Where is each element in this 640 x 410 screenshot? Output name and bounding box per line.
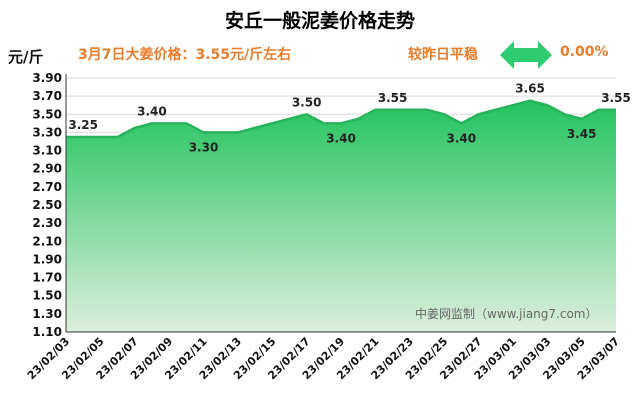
chart-title: 安丘一般泥姜价格走势 — [224, 10, 415, 32]
data-label: 3.40 — [326, 131, 356, 145]
data-label: 3.25 — [68, 118, 98, 132]
y-tick-label: 2.30 — [32, 216, 62, 230]
y-tick-label: 3.10 — [32, 144, 62, 158]
data-label: 3.40 — [137, 104, 167, 118]
data-labels: 3.25 3.40 3.30 3.50 3.40 3.55 3.40 3.65 3.45 3.55 — [68, 82, 630, 155]
data-label: 3.40 — [447, 131, 477, 145]
data-label: 3.45 — [567, 127, 597, 141]
y-tick-label: 2.90 — [32, 162, 62, 176]
y-tick-label: 1.70 — [32, 271, 62, 285]
y-tick-label: 3.50 — [32, 107, 62, 121]
area-layer — [66, 99, 616, 332]
price-area — [66, 100, 616, 332]
y-tick-label: 2.50 — [32, 198, 62, 212]
data-label: 3.55 — [378, 91, 408, 105]
y-tick-label: 3.90 — [32, 71, 62, 85]
y-tick-label: 2.70 — [32, 180, 62, 194]
data-label: 3.50 — [292, 95, 322, 109]
y-tick-label: 2.10 — [32, 234, 62, 248]
y-tick-label: 1.10 — [32, 325, 62, 339]
y-axis-unit: 元/斤 — [8, 48, 44, 66]
x-axis-ticks: 23/02/0323/02/0523/02/0723/02/0923/02/11… — [25, 335, 622, 382]
price-line — [66, 99, 616, 139]
watermark: 中姜网监制（www.jiang7.com） — [415, 306, 597, 321]
y-tick-label: 1.50 — [32, 289, 62, 303]
axes — [65, 74, 616, 333]
price-note: 3月7日大姜价格：3.55元/斤左右 — [78, 47, 292, 63]
data-label: 3.65 — [515, 82, 545, 96]
y-tick-label: 1.30 — [32, 307, 62, 321]
compare-label: 较昨日平稳 — [408, 47, 478, 63]
y-tick-label: 3.30 — [32, 125, 62, 139]
data-label: 3.55 — [601, 91, 631, 105]
data-label: 3.30 — [189, 140, 219, 154]
y-tick-label: 3.70 — [32, 89, 62, 103]
y-axis-ticks: 3.90 3.70 3.50 3.30 3.10 2.90 2.70 2.50 2.30 2.10… — [32, 71, 62, 339]
double-arrow-icon — [500, 41, 552, 69]
y-tick-label: 1.90 — [32, 252, 62, 266]
compare-percent: 0.00% — [560, 44, 609, 60]
